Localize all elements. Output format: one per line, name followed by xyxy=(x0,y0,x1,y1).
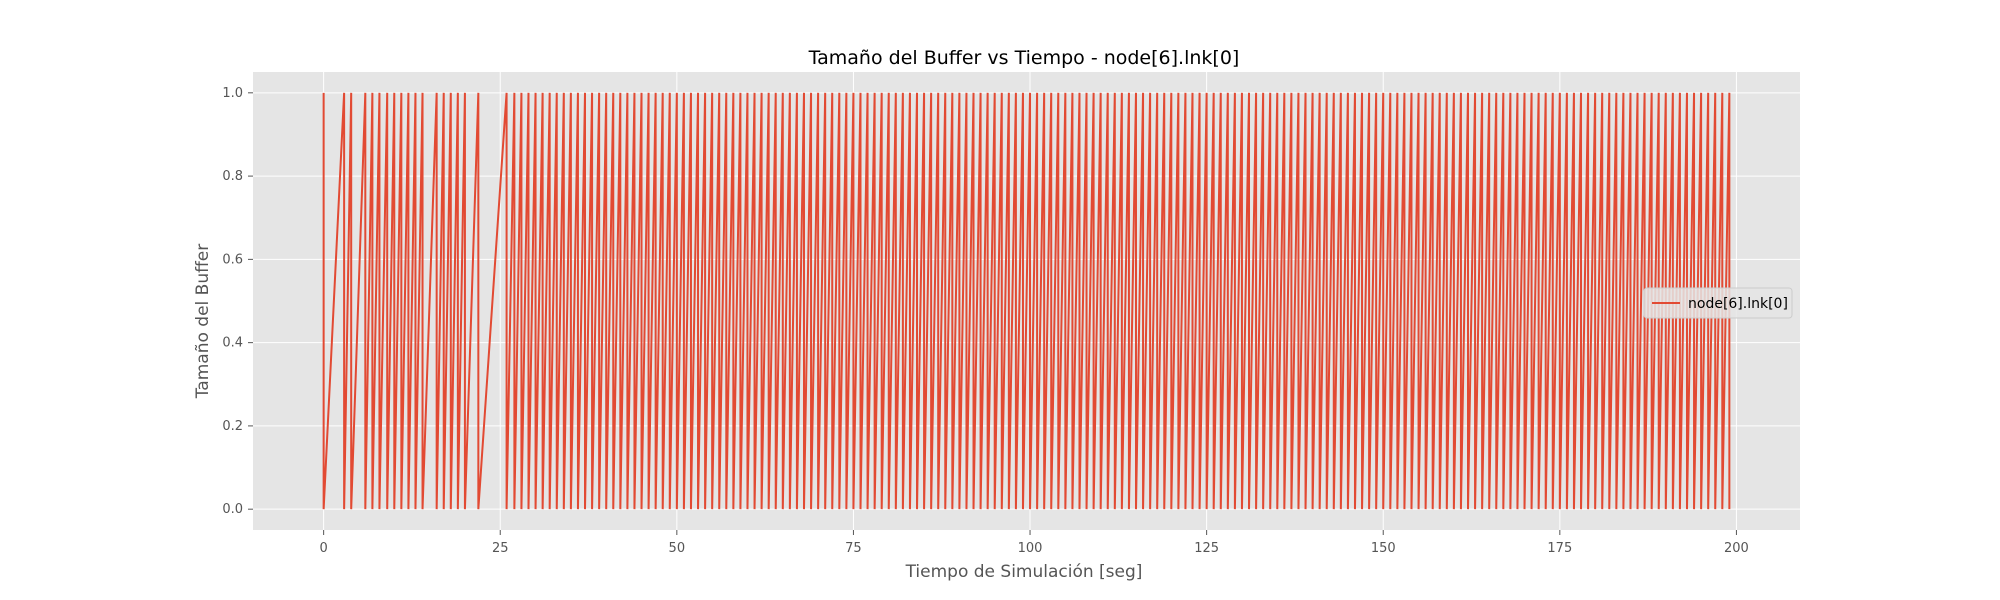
x-axis-ticks: 0 25 50 75 100 125 150 175 200 xyxy=(319,530,1749,556)
x-tick-label: 75 xyxy=(845,541,862,556)
x-tick-label: 0 xyxy=(319,541,327,556)
legend-entry-label: node[6].lnk[0] xyxy=(1688,296,1788,312)
series-layer xyxy=(322,92,1731,510)
x-tick-label: 200 xyxy=(1724,541,1749,556)
chart-title: Tamaño del Buffer vs Tiempo - node[6].ln… xyxy=(808,47,1240,69)
y-tick-label: 0.2 xyxy=(222,419,243,434)
x-tick-label: 25 xyxy=(492,541,509,556)
series-line xyxy=(322,92,1731,510)
x-tick-label: 175 xyxy=(1547,541,1572,556)
y-tick-label: 0.4 xyxy=(222,336,243,351)
y-tick-label: 0.8 xyxy=(222,169,243,184)
y-axis-ticks: 0.0 0.2 0.4 0.6 0.8 1.0 xyxy=(222,86,253,517)
legend: node[6].lnk[0] xyxy=(1643,287,1793,319)
x-tick-label: 150 xyxy=(1371,541,1396,556)
y-axis-label: Tamaño del Buffer xyxy=(193,244,213,400)
y-tick-label: 0.0 xyxy=(222,502,243,517)
y-tick-label: 1.0 xyxy=(222,86,243,101)
x-axis-label: Tiempo de Simulación [seg] xyxy=(905,562,1143,582)
x-tick-label: 50 xyxy=(669,541,686,556)
legend-box xyxy=(1643,287,1793,319)
x-tick-label: 100 xyxy=(1018,541,1043,556)
x-tick-label: 125 xyxy=(1194,541,1219,556)
y-tick-label: 0.6 xyxy=(222,252,243,267)
